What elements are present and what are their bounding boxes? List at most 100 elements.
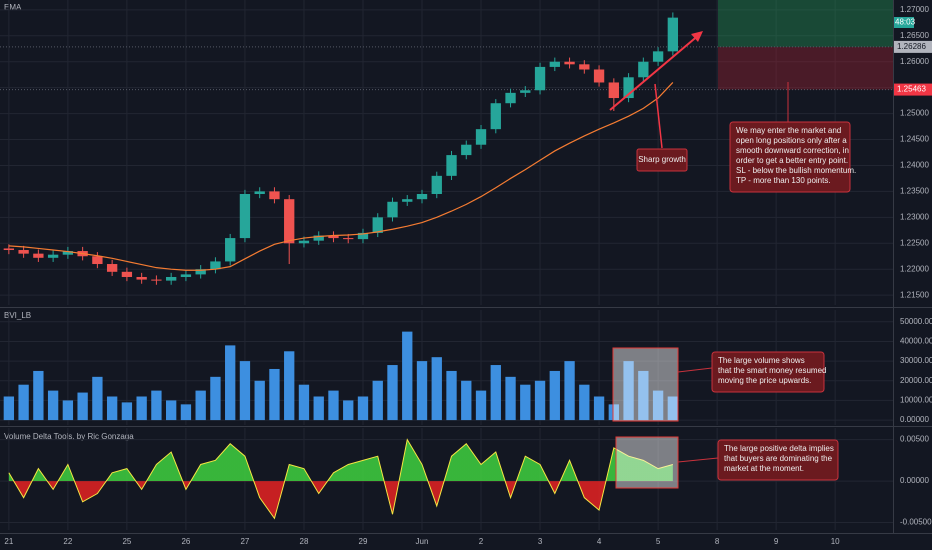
y-tick-label: 0.00000 — [900, 415, 929, 424]
ema-line — [8, 82, 674, 271]
volume-bar — [210, 376, 221, 421]
volume-bar — [372, 380, 383, 421]
candle-body — [431, 175, 442, 194]
note-text: SL - below the bullish momentum. — [736, 166, 856, 175]
candle-body — [520, 90, 531, 93]
note-text: TP - more than 130 points. — [736, 176, 831, 185]
volume-bar — [180, 404, 192, 421]
volume-bar — [106, 396, 118, 421]
volume-bar — [505, 376, 516, 421]
x-tick-label: 9 — [774, 537, 779, 546]
candle-body — [151, 279, 162, 281]
candle-body — [549, 61, 560, 67]
highlight-box — [615, 436, 679, 489]
volume-bar — [269, 368, 280, 421]
candle-body — [534, 66, 546, 91]
candle-body — [121, 271, 133, 277]
candle-body — [357, 232, 369, 240]
delta-line — [8, 438, 673, 520]
volume-bar — [62, 400, 74, 421]
x-tick-label: 5 — [656, 537, 661, 546]
candle-body — [298, 240, 310, 244]
candle-body — [461, 144, 472, 156]
y-tick-label: 1.26500 — [900, 31, 929, 40]
x-tick-label: 26 — [181, 537, 190, 546]
candle-body — [387, 201, 398, 218]
candle-body — [18, 250, 29, 254]
y-tick-label: 1.25000 — [900, 109, 929, 118]
volume-bar — [490, 365, 501, 421]
candle-body — [402, 199, 413, 202]
candle-body — [652, 51, 664, 62]
y-tick-label: 0.00500 — [900, 435, 929, 444]
y-tick-label: 40000.00000 — [900, 337, 932, 346]
countdown-box — [894, 17, 914, 28]
x-tick-label: 3 — [538, 537, 543, 546]
x-tick-label: 27 — [240, 537, 249, 546]
x-tick-label: 25 — [122, 537, 131, 546]
note-text: market at the moment. — [724, 464, 804, 473]
note-text: order to get a better entry point. — [736, 156, 848, 165]
volume-bar — [18, 384, 29, 421]
x-tick-label: 8 — [715, 537, 720, 546]
note-text: We may enter the market and — [736, 126, 841, 135]
candle-body — [106, 264, 118, 272]
candle-body — [239, 193, 251, 239]
pane-title: BVI_LB — [4, 311, 31, 320]
x-tick-label: 28 — [300, 537, 309, 546]
price-label-box — [894, 83, 932, 96]
volume-bar — [416, 361, 428, 421]
candle-body — [165, 276, 177, 281]
candle-body — [564, 61, 575, 65]
highlight-box — [612, 347, 679, 422]
note-box — [729, 121, 851, 193]
y-tick-label: 1.23500 — [900, 187, 929, 196]
y-tick-label: 20000.00000 — [900, 376, 932, 385]
volume-bar — [475, 390, 487, 421]
volume-bar — [165, 400, 177, 421]
x-tick-label: 21 — [4, 537, 13, 546]
candle-body — [416, 193, 428, 200]
note-text: smooth downward correction, in — [736, 146, 849, 155]
candle-body — [593, 69, 605, 83]
callout-line — [677, 457, 719, 463]
y-tick-label: 1.24500 — [900, 135, 929, 144]
candle-body — [313, 235, 324, 241]
stop-loss-zone — [718, 46, 893, 90]
volume-bar — [652, 390, 664, 421]
volume-bar — [446, 370, 457, 421]
volume-bar — [357, 396, 369, 421]
volume-bar — [33, 370, 44, 421]
volume-bar — [623, 361, 634, 421]
growth-arrow — [609, 33, 701, 111]
candle-body — [210, 261, 221, 270]
candle-body — [180, 274, 192, 277]
volume-bar — [608, 404, 619, 421]
y-tick-label: 1.22000 — [900, 264, 929, 273]
volume-bar — [239, 361, 251, 421]
volume-bar — [77, 392, 88, 421]
y-tick-label: 1.24000 — [900, 161, 929, 170]
callout-line — [677, 367, 713, 373]
pane-title: EMA — [4, 3, 22, 12]
volume-bar — [151, 390, 162, 421]
volume-bar — [387, 365, 398, 421]
note-box — [711, 351, 825, 393]
take-profit-zone — [718, 0, 893, 47]
x-tick-label: 2 — [479, 537, 484, 546]
callout-line — [654, 83, 663, 149]
volume-bar — [461, 380, 472, 421]
pane-title: Volume Delta Tools, by Ric Gonzaga — [4, 432, 134, 441]
candle-body — [47, 254, 59, 258]
delta-area — [8, 439, 673, 519]
candle-body — [284, 199, 295, 244]
price-label: 1.26286 — [897, 42, 926, 51]
candle-body — [33, 253, 44, 258]
candle-body — [136, 276, 147, 280]
note-text: open long positions only after a — [736, 136, 847, 145]
x-tick-label: 4 — [597, 537, 602, 546]
candle-body — [446, 155, 457, 176]
candle-body — [608, 82, 619, 99]
candle-body — [3, 248, 15, 251]
y-tick-label: 1.22500 — [900, 238, 929, 247]
